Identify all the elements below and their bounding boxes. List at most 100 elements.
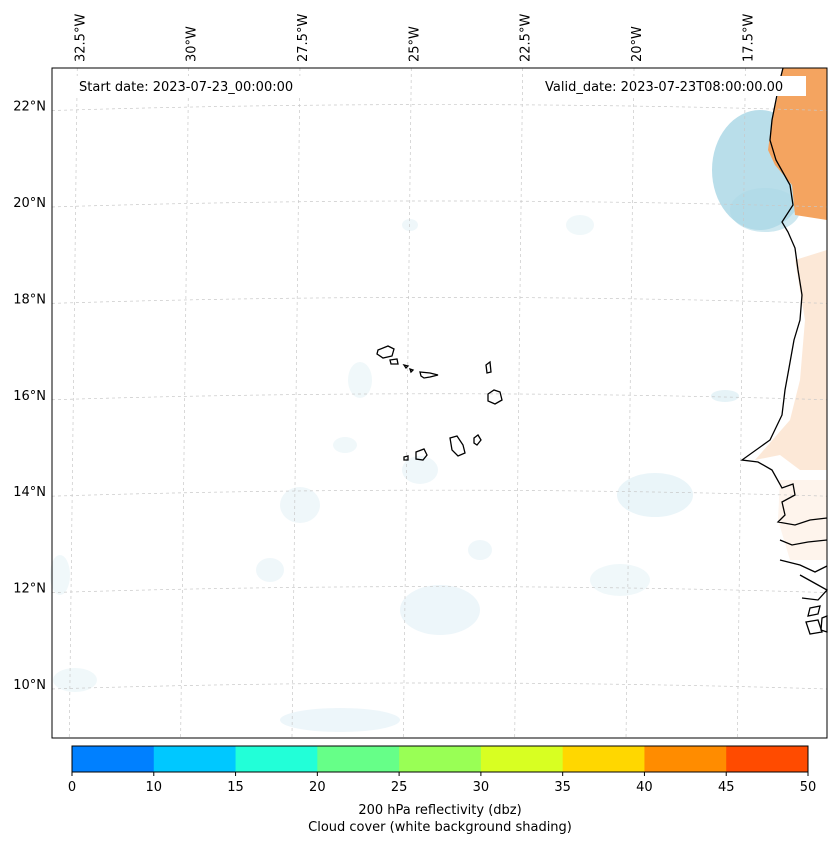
meridian-gridline [291,67,301,739]
land-shading-light [778,480,827,560]
map-panel: Start date: 2023-07-23_00:00:00 Valid_da… [50,67,829,739]
parallel-gridline [51,200,828,208]
colorbar-tick-label: 15 [227,780,244,795]
cloud-patch [333,437,357,453]
colorbar-tick-label: 0 [68,780,76,795]
cloud-patch [280,487,320,523]
colorbar-cells [72,746,809,772]
meridian-gridline [514,67,524,739]
colorbar-tick-label: 10 [146,780,163,795]
longitude-tick-label: 20°W [630,26,645,62]
cloud-cover-layer [50,110,808,732]
cloud-patch [468,540,492,560]
meridian-gridline [625,67,635,739]
cloud-patch [53,668,97,692]
cloud-patch [617,473,693,517]
land-shading-light [755,250,827,470]
island-maio [473,434,482,446]
colorbar-cell [644,746,727,772]
coastline-layer [376,67,829,635]
colorbar-frame [71,745,809,773]
cloud-patch [50,555,70,595]
map-background [52,68,827,738]
colorbar-tick-label: 40 [636,780,653,795]
colorbar-ticks: 0 10 15 20 25 30 35 40 45 50 [68,772,816,795]
meridian-gridline [68,67,78,739]
parallel-gridline [51,393,828,401]
colorbar-cell [399,746,482,772]
cloud-patch [348,362,372,398]
cloud-patch [566,215,594,235]
start-date-box [74,76,314,96]
latitude-tick-label: 12°N [13,582,46,597]
colorbar-tick-label: 30 [473,780,490,795]
colorbar-cell [235,746,318,772]
colorbar-cell [480,746,564,772]
longitude-tick-label: 17.5°W [741,14,756,62]
island-sao-nicolau [419,371,439,379]
meridian-gridline [737,67,746,739]
parallel-gridline [51,682,828,690]
longitude-labels: 32.5°W 30°W 27.5°W 25°W 22.5°W 20°W 17.5°W [73,14,756,62]
longitude-tick-label: 32.5°W [73,14,88,62]
island-brava [403,455,409,461]
island-bissau [805,619,823,635]
island-sao-vicente [389,358,399,365]
colorbar-cell [562,746,645,772]
island-santo-antao [376,345,395,359]
latitude-tick-label: 18°N [13,292,46,307]
land-shading [768,68,827,220]
longitude-tick-label: 27.5°W [296,14,311,62]
island-branco [408,367,415,374]
west-africa-coastline [740,67,828,526]
meridian-gridline [402,67,412,739]
cloud-patch [400,585,480,635]
latitude-tick-label: 20°N [13,196,46,211]
colorbar: 0 10 15 20 25 30 35 40 45 50 200 hPa reflectivity… [68,745,816,835]
coastline-river [779,539,828,546]
latitude-tick-label: 14°N [13,485,46,500]
longitude-tick-label: 25°W [407,26,422,62]
parallel-gridline [51,489,828,497]
meridian-gridline [180,67,189,739]
colorbar-tick-label: 20 [309,780,326,795]
gridlines [51,67,828,739]
longitude-tick-label: 30°W [185,26,200,62]
cloud-patch [256,558,284,582]
colorbar-label-line1: 200 hPa reflectivity (dbz) [358,803,521,818]
colorbar-cell [153,746,237,772]
parallel-gridline [51,104,828,111]
latitude-tick-label: 22°N [13,100,46,115]
colorbar-cell [726,746,809,772]
cloud-patch [590,564,650,596]
colorbar-tick-label: 50 [800,780,817,795]
colorbar-tick-label: 25 [391,780,408,795]
cloud-patch [402,219,418,231]
island-santiago [449,435,466,457]
colorbar-cell [317,746,400,772]
colorbar-tick-label: 45 [718,780,735,795]
parallel-gridline [51,297,828,304]
colorbar-tick-label: 35 [554,780,571,795]
valid-date-label: Valid_date: 2023-07-23T08:00:00.00 [545,80,783,95]
valid-date-box [540,76,806,96]
island-sal [485,360,492,374]
longitude-tick-label: 22.5°W [519,14,534,62]
island-fogo [415,448,428,461]
cloud-patch [402,456,438,484]
island-bissau [807,605,821,617]
land-layer [755,68,827,560]
start-date-label: Start date: 2023-07-23_00:00:00 [79,80,293,95]
colorbar-cell [72,746,155,772]
map-frame [51,67,828,739]
parallel-gridline [51,586,828,593]
colorbar-label-line2: Cloud cover (white background shading) [308,820,572,835]
cloud-patch [280,708,400,732]
latitude-labels: 22°N 20°N 18°N 16°N 14°N 12°N 10°N [13,100,46,693]
island-boa-vista [487,389,503,405]
coastline-gambia [779,559,828,573]
cloud-patch [711,390,739,402]
island-santa-luzia [402,363,410,370]
latitude-tick-label: 16°N [13,389,46,404]
